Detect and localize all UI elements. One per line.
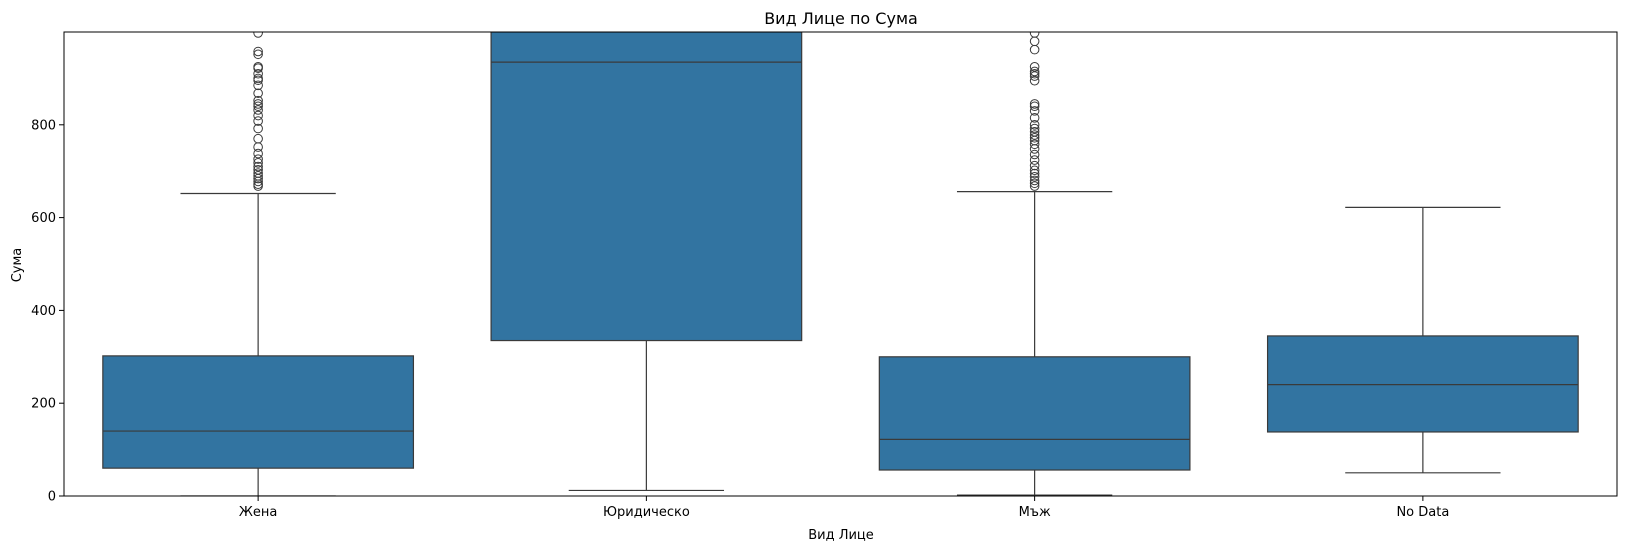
- category-0-outlier: [253, 142, 263, 152]
- category-0-outlier: [253, 99, 263, 109]
- category-2-outlier: [1029, 175, 1040, 186]
- category-2-outlier: [1029, 62, 1040, 72]
- boxes-layer: [102, 32, 1579, 496]
- category-2-outlier: [1029, 106, 1040, 116]
- plot-area: 0 200 400 600 800 Жена Юридическо Мъж No Data: [31, 31, 1618, 520]
- category-0-outlier: [253, 168, 263, 178]
- category-2-outlier: [1029, 36, 1040, 47]
- x-tick-label: Мъж: [1019, 505, 1051, 520]
- category-0-outlier: [253, 110, 263, 121]
- category-2-outlier: [1029, 68, 1040, 79]
- category-0-outlier: [253, 148, 263, 159]
- y-tick-label: 200: [31, 397, 56, 412]
- category-0-box: [102, 355, 415, 469]
- plot-frame: [63, 31, 1618, 497]
- y-tick-label: 400: [31, 304, 56, 319]
- category-2-outlier: [1029, 113, 1040, 123]
- category-0-outlier: [253, 161, 263, 172]
- category-0-outlier: [253, 123, 263, 134]
- category-2-outlier: [1029, 181, 1040, 191]
- category-0-outlier: [253, 80, 263, 91]
- category-0-outlier: [253, 62, 263, 72]
- y-tick-label: 800: [31, 118, 56, 133]
- category-2-outlier: [1029, 101, 1040, 112]
- x-axis-label: Вид Лице: [808, 528, 874, 543]
- category-0-outlier: [253, 105, 263, 115]
- category-2-outlier: [1029, 160, 1040, 171]
- category-3-box: [1266, 335, 1579, 433]
- category-0-outlier: [253, 171, 263, 181]
- category-2-outlier: [1029, 132, 1040, 143]
- category-2-outlier: [1029, 178, 1040, 189]
- category-0-outlier: [253, 116, 263, 126]
- category-0-outlier: [253, 46, 263, 57]
- category-0-outlier: [253, 165, 263, 175]
- category-2-outlier: [1029, 123, 1040, 134]
- category-2-outlier: [1029, 66, 1040, 77]
- chart-title: Вид Лице по Сума: [764, 9, 918, 28]
- category-2-outlier: [1029, 44, 1040, 55]
- category-2-outlier: [1029, 32, 1040, 38]
- category-2-outlier: [1029, 99, 1040, 109]
- category-2-outlier: [1029, 120, 1040, 130]
- category-2-outlier: [1029, 149, 1040, 160]
- category-2-outlier: [1029, 130, 1040, 140]
- category-0-outlier: [253, 88, 263, 99]
- category-0-outlier: [253, 49, 263, 60]
- y-tick-label: 600: [31, 211, 56, 226]
- x-tick-label: Жена: [239, 505, 277, 520]
- category-0-outlier: [253, 154, 263, 164]
- category-0-outlier: [253, 68, 263, 79]
- category-2-outlier: [1029, 126, 1040, 137]
- category-2-outlier: [1029, 165, 1040, 176]
- category-0-outlier: [253, 73, 263, 84]
- category-2-outlier: [1029, 71, 1040, 81]
- category-2-outlier: [1029, 155, 1040, 165]
- category-0-outlier: [253, 32, 263, 38]
- category-1-box: [490, 32, 803, 342]
- x-tick-label: Юридическо: [603, 505, 690, 520]
- category-2-outlier: [1029, 171, 1040, 182]
- category-0-outlier: [253, 158, 263, 168]
- category-0-outlier: [253, 95, 263, 106]
- category-2-outlier: [1029, 139, 1040, 150]
- category-0-outlier: [253, 101, 263, 112]
- category-0-outlier: [253, 133, 263, 144]
- y-tick-label: 0: [48, 490, 56, 505]
- category-2-box: [878, 356, 1191, 471]
- y-axis-label: Сума: [10, 248, 25, 283]
- x-tick-label: No Data: [1396, 505, 1449, 520]
- category-2-outlier: [1029, 75, 1040, 86]
- category-2-outlier: [1029, 168, 1040, 179]
